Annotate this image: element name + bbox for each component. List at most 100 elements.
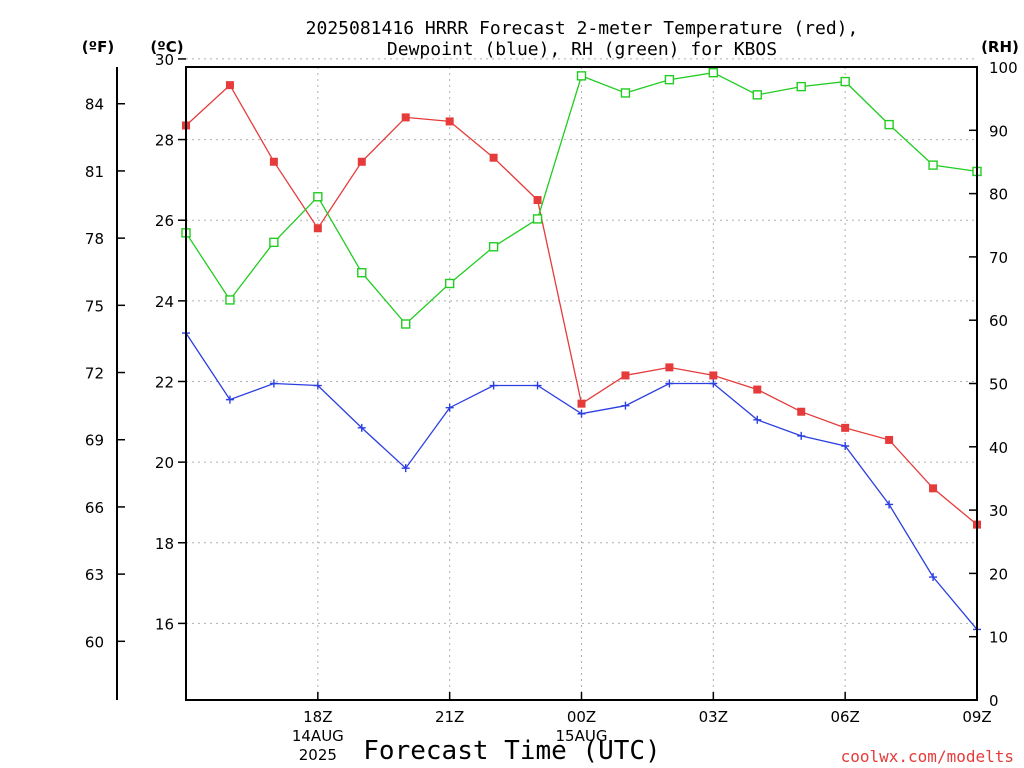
rh-point xyxy=(796,81,806,92)
rh-point xyxy=(928,160,938,170)
fahrenheit-tick-label: 66 xyxy=(85,499,104,517)
rh-point xyxy=(576,71,587,81)
time-tick-label: 09Z xyxy=(962,708,991,726)
fahrenheit-tick-label: 81 xyxy=(85,163,104,181)
rh-tick-label: 90 xyxy=(989,122,1008,140)
fahrenheit-tick-label: 63 xyxy=(85,566,104,584)
rh-tick-label: 0 xyxy=(989,692,999,710)
rh-tick-label: 70 xyxy=(989,249,1008,267)
dewpoint-point xyxy=(885,500,894,509)
rh-tick-label: 20 xyxy=(989,565,1008,583)
date-label: 15AUG xyxy=(556,727,608,745)
rh-point xyxy=(532,214,543,224)
rh-point xyxy=(313,192,323,202)
temperature-point xyxy=(357,157,366,166)
temperature-point xyxy=(885,435,894,444)
dewpoint-point xyxy=(577,409,586,418)
fahrenheit-tick-label: 75 xyxy=(85,297,104,315)
date-label: 14AUG xyxy=(292,727,344,745)
time-tick-label: 00Z xyxy=(567,708,596,726)
credit-text: coolwx.com/modelts xyxy=(841,747,1014,766)
rh-point xyxy=(620,88,631,98)
celsius-tick-label: 18 xyxy=(155,535,174,553)
dewpoint-point xyxy=(357,423,366,432)
plot-area-frame xyxy=(185,66,978,701)
rh-point xyxy=(444,278,455,289)
fahrenheit-tick-label: 78 xyxy=(85,230,104,248)
rh-point xyxy=(488,242,499,252)
temperature-point xyxy=(445,117,454,126)
rh-point xyxy=(357,268,367,278)
temperature-point xyxy=(577,399,586,408)
fahrenheit-tick-label: 72 xyxy=(85,365,104,383)
temperature-point xyxy=(797,407,806,416)
time-tick-label: 21Z xyxy=(435,708,464,726)
celsius-tick-label: 26 xyxy=(155,212,174,230)
temperature-point xyxy=(665,363,674,372)
grid-lines xyxy=(186,58,978,700)
rh-tick-label: 10 xyxy=(989,629,1008,647)
dewpoint-point xyxy=(401,464,410,473)
dewpoint-point xyxy=(445,403,454,412)
fahrenheit-unit-label: (ºF) xyxy=(82,38,114,56)
dewpoint-point xyxy=(753,415,762,424)
celsius-unit-label: (ºC) xyxy=(150,38,183,56)
dewpoint-point xyxy=(269,379,278,388)
fahrenheit-tick-label: 69 xyxy=(85,432,104,450)
dewpoint-point xyxy=(929,573,938,582)
chart-title-line-2: Dewpoint (blue), RH (green) for KBOS xyxy=(387,39,777,60)
data-series xyxy=(181,67,982,634)
celsius-tick-label: 30 xyxy=(155,51,174,69)
temperature-point xyxy=(929,484,938,493)
rh-tick-label: 100 xyxy=(989,59,1018,77)
rh-point xyxy=(664,74,675,85)
dewpoint-point xyxy=(489,381,498,390)
rh-point xyxy=(840,76,850,87)
rh-tick-label: 40 xyxy=(989,439,1008,457)
dewpoint-point xyxy=(797,431,806,440)
rh-point xyxy=(269,237,279,248)
temperature-point xyxy=(621,371,630,380)
dewpoint-point xyxy=(841,441,850,450)
rh-unit-label: (RH) xyxy=(981,38,1019,56)
celsius-tick-label: 20 xyxy=(155,454,174,472)
temperature-point xyxy=(269,157,278,166)
dewpoint-point xyxy=(709,379,718,388)
temperature-point xyxy=(533,196,542,205)
chart-title-line-1: 2025081416 HRRR Forecast 2-meter Tempera… xyxy=(306,18,859,39)
rh-tick-label: 60 xyxy=(989,312,1008,330)
dewpoint-point xyxy=(665,379,674,388)
celsius-tick-label: 24 xyxy=(155,293,174,311)
dewpoint-point xyxy=(313,381,322,390)
dewpoint-point xyxy=(225,395,234,404)
year-label: 2025 xyxy=(299,746,337,764)
celsius-tick-label: 16 xyxy=(155,615,174,633)
x-axis-title: Forecast Time (UTC) xyxy=(363,736,660,766)
temperature-point xyxy=(313,224,322,233)
rh-point xyxy=(752,90,762,100)
temperature-point xyxy=(401,113,410,122)
rh-tick-label: 30 xyxy=(989,502,1008,520)
temperature-point xyxy=(489,153,498,162)
rh-point xyxy=(708,67,719,78)
celsius-tick-label: 28 xyxy=(155,132,174,150)
rh-tick-label: 50 xyxy=(989,376,1008,394)
dewpoint-point xyxy=(621,401,630,410)
rh-point xyxy=(884,119,894,130)
rh-tick-label: 80 xyxy=(989,186,1008,204)
rh-point xyxy=(401,319,411,329)
fahrenheit-tick-label: 84 xyxy=(85,96,104,114)
dewpoint-point xyxy=(533,381,542,390)
temperature-point xyxy=(709,371,718,380)
time-tick-label: 03Z xyxy=(699,708,728,726)
temperature-point xyxy=(225,81,234,90)
fahrenheit-tick-label: 60 xyxy=(85,633,104,651)
temperature-point xyxy=(753,385,762,394)
rh-point xyxy=(225,295,235,305)
time-tick-label: 06Z xyxy=(830,708,859,726)
temperature-point xyxy=(841,423,850,432)
time-tick-label: 18Z xyxy=(303,708,332,726)
celsius-tick-label: 22 xyxy=(155,373,174,391)
